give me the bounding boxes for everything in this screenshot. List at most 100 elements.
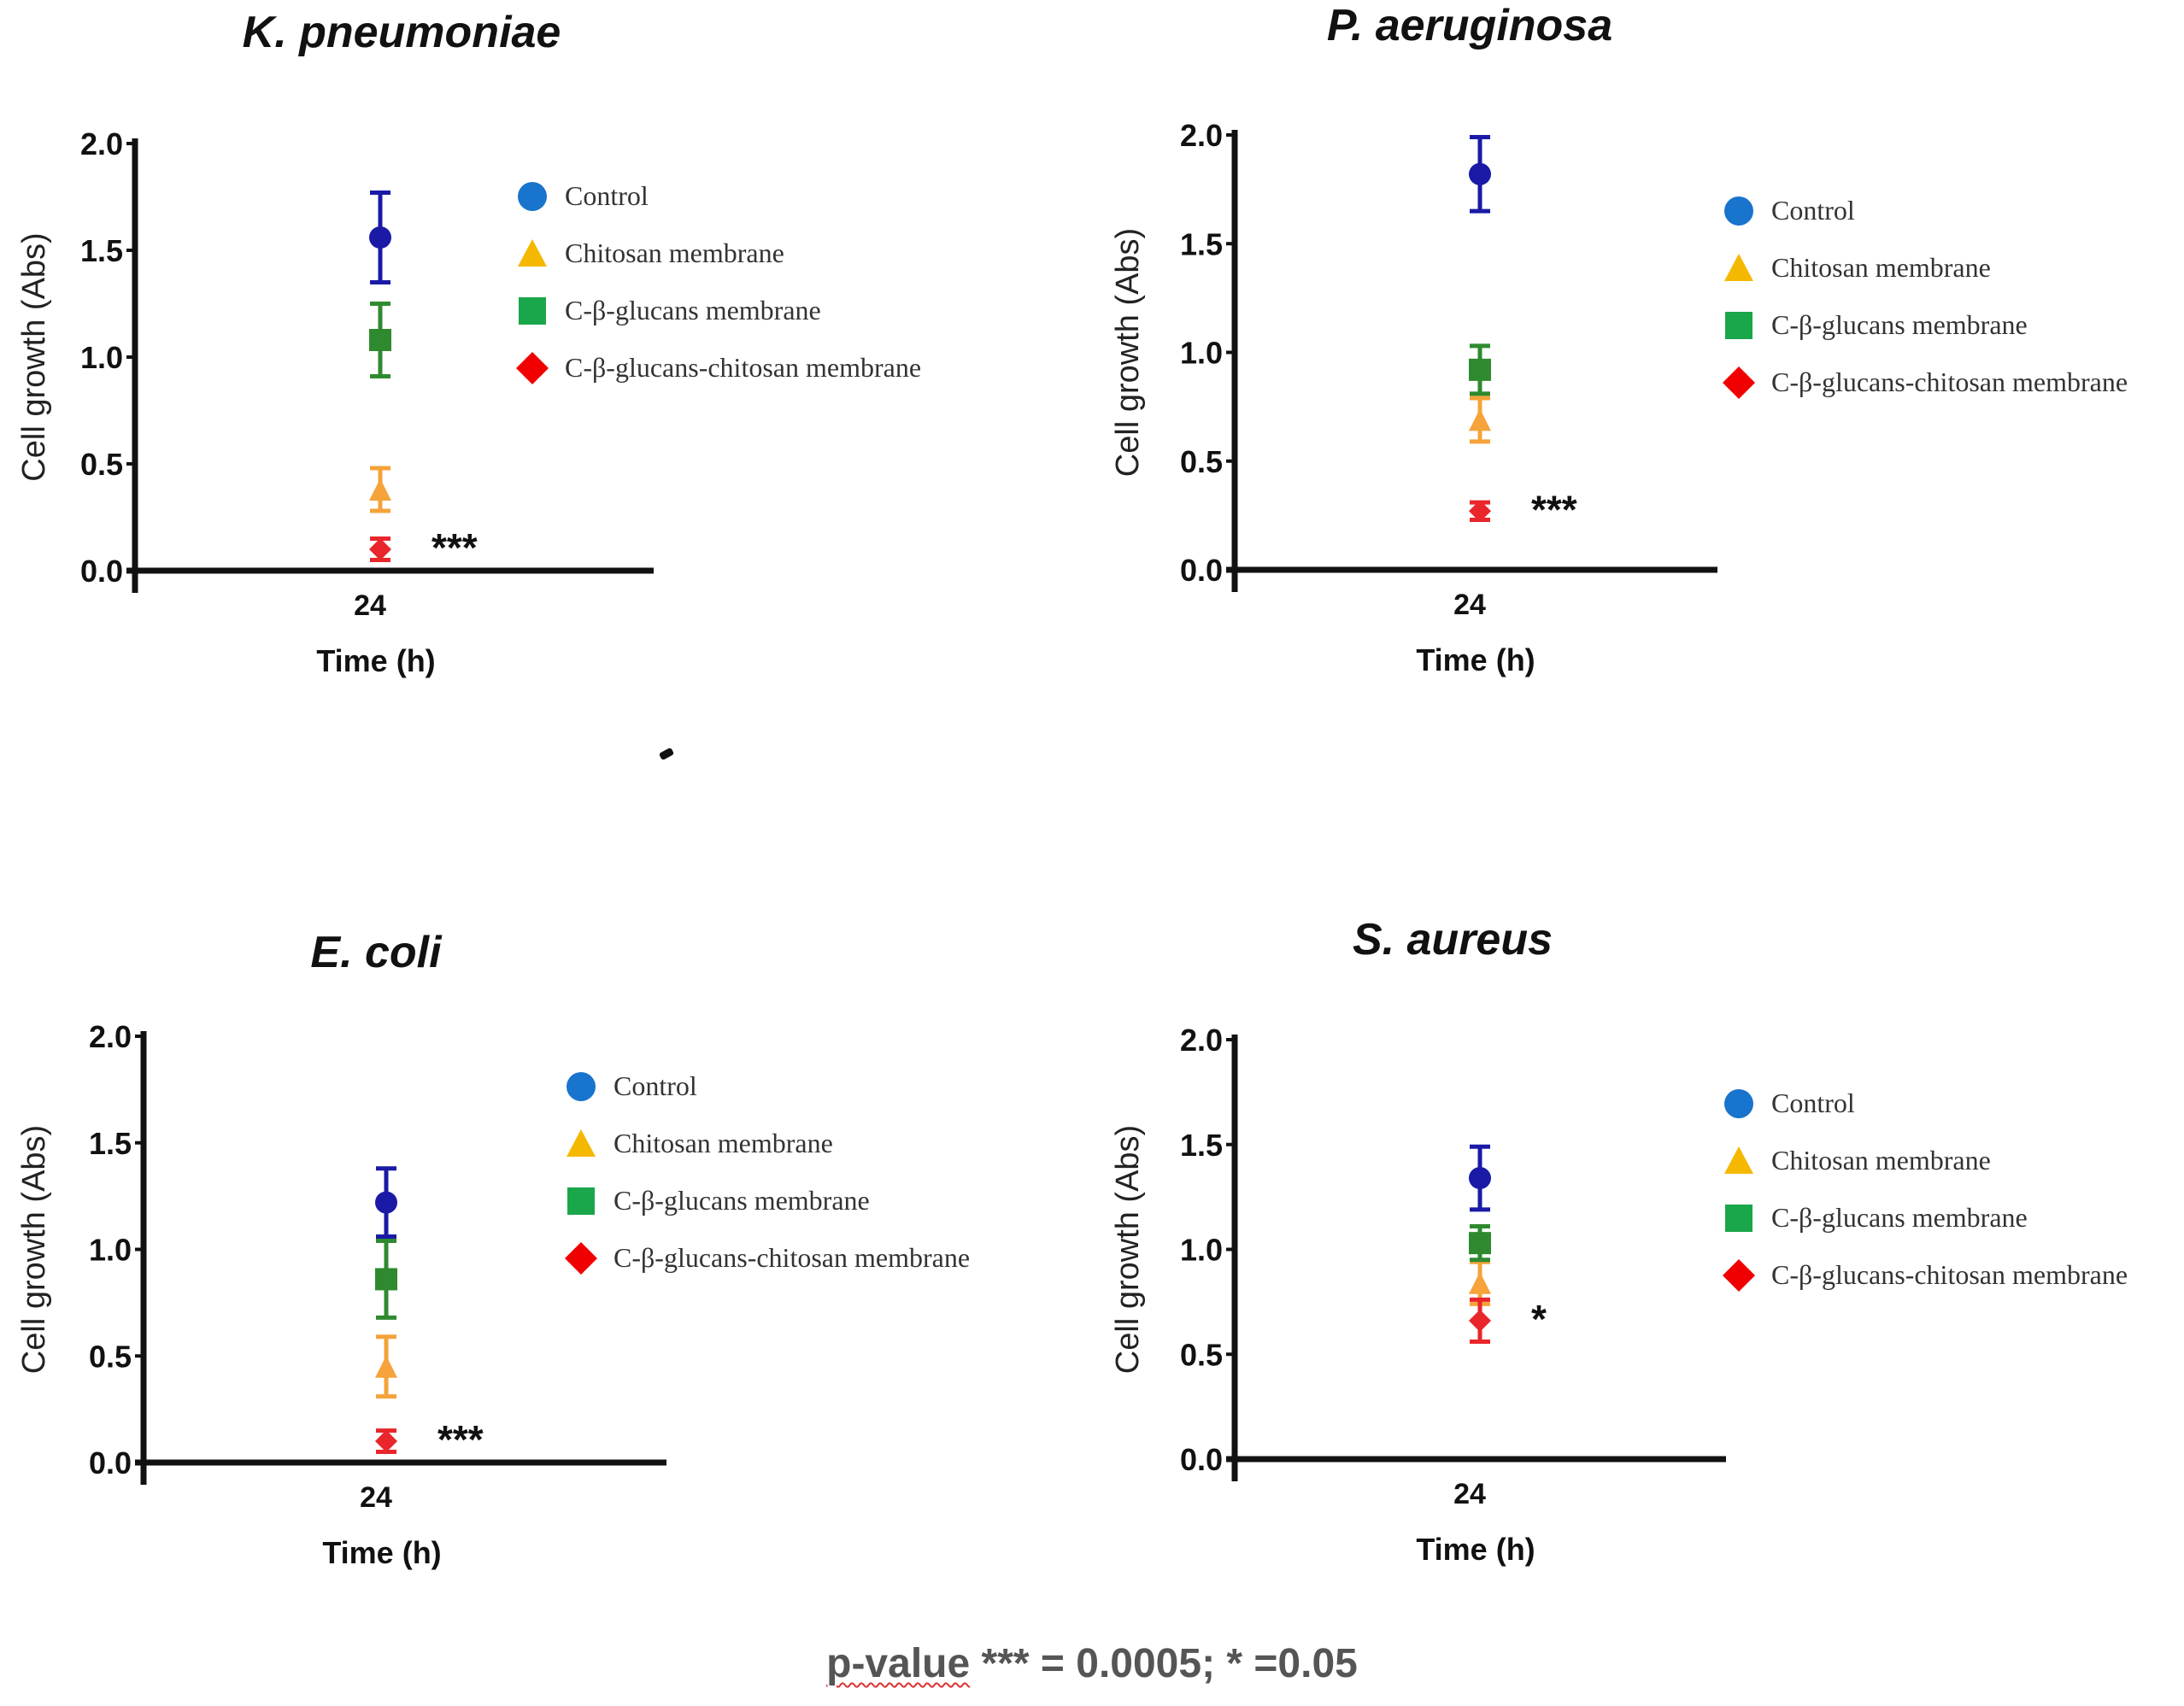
data-point-control	[1469, 162, 1491, 185]
diamond-marker-icon	[1723, 1258, 1755, 1292]
panel-title-e-coli: E. coli	[310, 928, 442, 977]
significance-annotation: ***	[432, 525, 478, 570]
legend-item-control: Control	[515, 167, 921, 225]
triangle-marker-icon	[518, 238, 547, 267]
square-marker-icon	[519, 296, 546, 325]
legend-item-c-beta-glucans: C-β-glucans membrane	[1722, 296, 2128, 354]
y-tick-label: 0.0	[89, 1445, 132, 1480]
x-axis-label: Time (h)	[1416, 1532, 1535, 1567]
data-point-c-beta-glucans	[1469, 1232, 1491, 1255]
circle-marker-icon	[1724, 196, 1753, 226]
significance-annotation: ***	[1531, 487, 1577, 531]
legend-item-control: Control	[564, 1058, 970, 1115]
data-point-chitosan	[375, 1355, 397, 1378]
legend-s-aureus: Control Chitosan membrane C-β-glucans me…	[1722, 1075, 2128, 1304]
legend-item-c-beta-glucans: C-β-glucans membrane	[564, 1172, 970, 1229]
diamond-marker-icon	[1723, 366, 1755, 399]
x-axis-label: Time (h)	[322, 1535, 441, 1570]
data-point-control	[369, 226, 391, 249]
x-axis-label: Time (h)	[1416, 642, 1535, 677]
triangle-marker-icon	[1724, 1146, 1753, 1174]
legend-label: C-β-glucans membrane	[565, 295, 821, 325]
data-point-c-beta-glucans	[375, 1268, 397, 1291]
data-point-c-beta-glucans-chitosan	[1469, 1309, 1491, 1332]
y-axis-label: Cell growth (Abs)	[1110, 228, 1146, 477]
square-marker-icon	[1725, 311, 1752, 339]
legend-label: Control	[614, 1070, 697, 1101]
plot-p-aeruginosa: 0.0 0.5 1.0 1.5 2.0 24 Time (h) Cell growth (Ab…	[1110, 118, 1717, 677]
y-tick-label: 0.0	[80, 554, 123, 589]
plot-e-coli: 0.0 0.5 1.0 1.5 2.0 24 Time (h) Cell growth (Ab…	[16, 1019, 666, 1570]
diamond-marker-icon	[516, 351, 549, 384]
legend-item-c-beta-glucans: C-β-glucans membrane	[515, 282, 921, 339]
legend-label: C-β-glucans-chitosan membrane	[1771, 366, 2128, 397]
legend-label: C-β-glucans membrane	[1771, 309, 2028, 340]
y-axis-label: Cell growth (Abs)	[1110, 1125, 1146, 1374]
y-tick-label: 0.5	[80, 447, 123, 482]
legend-item-c-beta-glucans-chitosan: C-β-glucans-chitosan membrane	[1722, 1246, 2128, 1304]
legend-label: Chitosan membrane	[1771, 1145, 1991, 1175]
y-tick-label: 2.0	[80, 126, 123, 161]
triangle-marker-icon	[1724, 253, 1753, 281]
significance-annotation: *	[1531, 1297, 1547, 1341]
legend-label: Chitosan membrane	[1771, 252, 1991, 283]
legend-item-control: Control	[1722, 182, 2128, 239]
y-tick-label: 1.0	[1180, 1233, 1223, 1268]
x-tick-label: 24	[360, 1481, 392, 1514]
significance-annotation: ***	[437, 1417, 484, 1462]
legend-label: Chitosan membrane	[565, 237, 784, 268]
legend-label: Control	[1771, 1088, 1855, 1118]
legend-item-c-beta-glucans-chitosan: C-β-glucans-chitosan membrane	[564, 1229, 970, 1287]
y-tick-label: 1.5	[89, 1126, 132, 1161]
data-point-c-beta-glucans-chitosan	[375, 1430, 397, 1453]
data-point-control	[375, 1191, 397, 1214]
data-point-c-beta-glucans	[369, 329, 391, 351]
circle-marker-icon	[1724, 1088, 1753, 1118]
y-tick-label: 2.0	[1180, 118, 1223, 153]
legend-label: C-β-glucans-chitosan membrane	[565, 352, 922, 383]
x-tick-label: 24	[354, 589, 386, 622]
data-point-chitosan	[1469, 1271, 1491, 1294]
y-tick-label: 1.0	[80, 340, 123, 375]
square-marker-icon	[567, 1187, 595, 1215]
legend-item-chitosan: Chitosan membrane	[564, 1115, 970, 1172]
stray-mark	[658, 747, 675, 761]
data-point-c-beta-glucans	[1469, 358, 1491, 381]
legend-item-chitosan: Chitosan membrane	[515, 225, 921, 282]
y-tick-label: 1.5	[1180, 226, 1223, 261]
legend-label: C-β-glucans-chitosan membrane	[1771, 1259, 2128, 1290]
y-tick-label: 0.0	[1180, 553, 1223, 588]
y-tick-label: 0.5	[1180, 1337, 1223, 1372]
legend-label: Chitosan membrane	[614, 1128, 833, 1158]
y-axis-label: Cell growth (Abs)	[16, 232, 52, 481]
legend-item-control: Control	[1722, 1075, 2128, 1132]
diamond-marker-icon	[565, 1241, 597, 1275]
legend-label: C-β-glucans membrane	[614, 1185, 870, 1216]
circle-marker-icon	[518, 181, 547, 211]
panel-title-s-aureus: S. aureus	[1352, 915, 1553, 964]
data-point-chitosan	[369, 478, 391, 501]
data-point-c-beta-glucans-chitosan	[369, 538, 391, 560]
x-tick-label: 24	[1453, 1478, 1486, 1510]
y-tick-label: 0.5	[1180, 444, 1223, 479]
legend-item-c-beta-glucans-chitosan: C-β-glucans-chitosan membrane	[1722, 354, 2128, 411]
legend-k-pneumoniae: Control Chitosan membrane C-β-glucans me…	[515, 167, 921, 396]
y-tick-label: 0.0	[1180, 1442, 1223, 1477]
p-value-label: p-value	[826, 1641, 971, 1686]
y-tick-label: 1.5	[80, 233, 123, 268]
legend-label: C-β-glucans membrane	[1771, 1202, 2028, 1233]
legend-label: C-β-glucans-chitosan membrane	[614, 1242, 971, 1273]
p-value-text: *** = 0.0005; * =0.05	[970, 1641, 1358, 1686]
y-tick-label: 0.5	[89, 1339, 132, 1374]
panel-title-p-aeruginosa: P. aeruginosa	[1326, 1, 1613, 50]
panel-title-k-pneumoniae: K. pneumoniae	[242, 8, 561, 57]
data-point-control	[1469, 1167, 1491, 1190]
plot-k-pneumoniae: 0.0 0.5 1.0 1.5 2.0 24 Time (h) Cell growth (Ab…	[16, 126, 654, 678]
y-tick-label: 1.0	[89, 1233, 132, 1268]
square-marker-icon	[1725, 1204, 1752, 1232]
y-tick-label: 2.0	[89, 1019, 132, 1054]
data-point-chitosan	[1469, 408, 1491, 431]
x-axis-label: Time (h)	[316, 643, 435, 678]
data-point-c-beta-glucans-chitosan	[1469, 500, 1491, 523]
